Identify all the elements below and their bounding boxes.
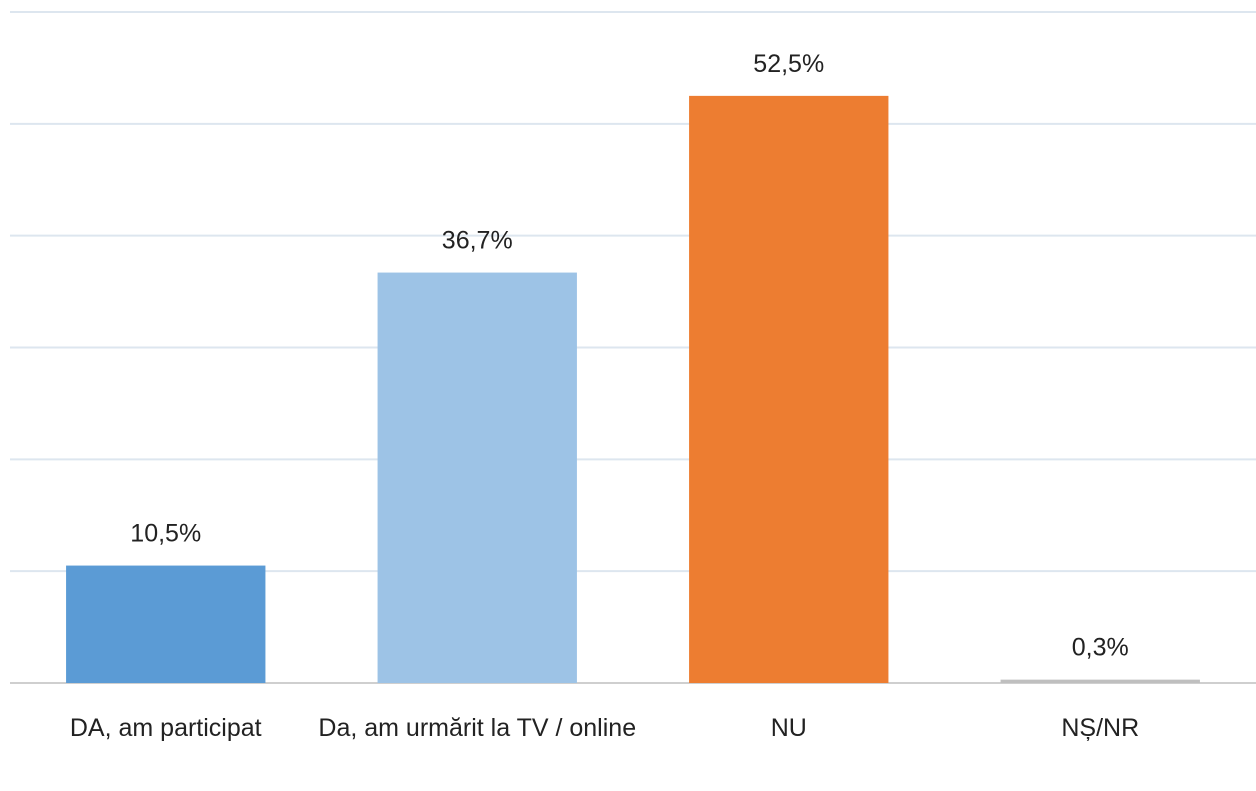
x-tick-label: NȘ/NR — [1061, 714, 1140, 742]
bar — [377, 272, 577, 683]
value-label: 0,3% — [1072, 634, 1129, 662]
value-label: 10,5% — [130, 520, 201, 548]
x-tick-label: Da, am urmărit la TV / online — [318, 714, 637, 742]
bar — [66, 565, 266, 683]
bar — [1000, 679, 1200, 683]
bar — [689, 95, 889, 683]
value-label: 52,5% — [753, 50, 824, 78]
value-label: 36,7% — [442, 227, 513, 255]
x-tick-label: NU — [770, 714, 807, 742]
x-tick-label: DA, am participat — [69, 714, 262, 742]
